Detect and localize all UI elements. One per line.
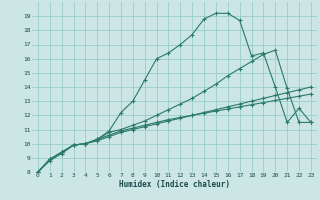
X-axis label: Humidex (Indice chaleur): Humidex (Indice chaleur) xyxy=(119,180,230,189)
